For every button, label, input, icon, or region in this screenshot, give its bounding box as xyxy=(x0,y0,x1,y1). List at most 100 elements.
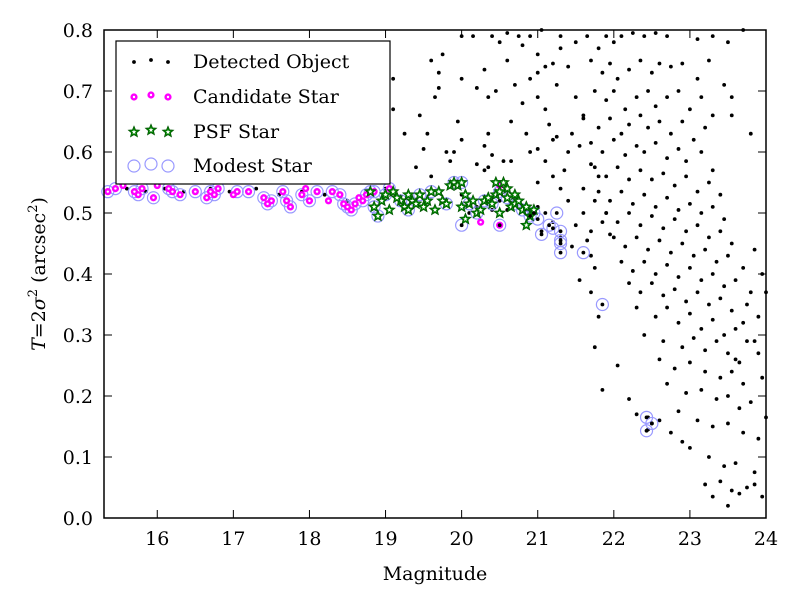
data-point-detected-object xyxy=(627,281,631,286)
data-point-detected-object xyxy=(604,34,609,38)
data-point-detected-object xyxy=(619,34,624,38)
data-point-detected-object xyxy=(322,192,327,197)
data-point-detected-object xyxy=(623,153,628,157)
data-point-detected-object xyxy=(535,147,540,151)
data-point-candidate-star-center xyxy=(137,193,140,196)
data-point-detected-object xyxy=(718,479,723,484)
y-tick-label: 0.5 xyxy=(63,203,93,225)
y-tick-label: 0.7 xyxy=(63,81,93,103)
data-point-detected-object xyxy=(726,351,730,356)
series-detected-object-overlay xyxy=(459,211,654,433)
data-point-detected-object xyxy=(562,168,567,173)
data-point-detected-object xyxy=(733,278,738,282)
data-point-detected-object xyxy=(710,494,715,499)
data-point-detected-object xyxy=(726,503,730,508)
data-point-psf-star-center xyxy=(524,204,529,209)
legend-marker-symbol xyxy=(149,58,153,62)
data-point-detected-object xyxy=(722,217,727,222)
x-tick-label: 24 xyxy=(754,528,778,550)
y-tick-label: 0.3 xyxy=(63,325,93,347)
data-point-detected-object xyxy=(391,107,396,112)
data-point-detected-object xyxy=(505,58,510,63)
data-point-detected-object xyxy=(699,327,704,331)
data-point-candidate-star-center xyxy=(247,190,250,193)
data-point-psf-star-center xyxy=(390,189,396,194)
data-point-detected-object xyxy=(756,436,761,441)
data-point-detected-object xyxy=(486,165,491,170)
data-point-candidate-star-center xyxy=(262,196,265,199)
legend-marker-symbol-center xyxy=(132,95,136,99)
data-point-detected-object xyxy=(634,144,639,148)
data-point-modest-star xyxy=(553,246,568,260)
data-point-psf-star-center xyxy=(485,195,491,200)
data-point-detected-object xyxy=(653,104,658,109)
data-point-detected-object xyxy=(486,131,491,136)
data-point-detected-object xyxy=(615,363,620,368)
data-point-detected-object xyxy=(745,339,749,343)
legend: Detected Object Candidate Star PSF Star … xyxy=(115,40,391,185)
x-tick-label: 16 xyxy=(145,528,169,550)
data-point-detected-object xyxy=(528,34,533,38)
data-point-detected-object xyxy=(615,76,620,81)
data-point-detected-object xyxy=(596,174,601,179)
x-tick-label: 22 xyxy=(602,528,626,550)
data-point-detected-object xyxy=(391,76,396,81)
data-point-modest-star xyxy=(639,424,654,438)
data-point-candidate-star-center xyxy=(270,199,273,202)
data-point-detected-object xyxy=(402,131,407,136)
data-point-candidate-star-center xyxy=(121,184,125,187)
data-point-detected-object xyxy=(726,40,730,45)
data-point-detected-object xyxy=(528,150,533,154)
data-point-detected-object xyxy=(429,174,434,179)
data-point-detected-object xyxy=(688,311,692,316)
x-axis-label: Magnitude xyxy=(383,563,488,585)
data-point-detected-object xyxy=(627,67,631,72)
data-point-detected-object xyxy=(577,278,582,282)
x-axis-ticks: 16 17 18 19 20 21 22 23 24 xyxy=(145,30,778,550)
data-point-detected-object xyxy=(646,89,650,93)
data-point-detected-object xyxy=(627,397,631,401)
x-tick-label: 17 xyxy=(221,528,245,550)
data-point-detected-object xyxy=(581,211,586,215)
data-point-detected-object xyxy=(699,95,704,99)
data-point-detected-object xyxy=(672,366,677,371)
data-point-detected-object xyxy=(699,211,704,215)
data-point-psf-star-center xyxy=(497,189,502,194)
data-point-candidate-star-center xyxy=(285,199,288,202)
data-point-psf-star-center xyxy=(459,204,464,209)
data-point-detected-object xyxy=(691,253,696,258)
data-point-psf-star-center xyxy=(394,195,400,200)
legend-marker-candidate-star xyxy=(130,91,172,101)
data-point-detected-object xyxy=(665,381,669,386)
data-point-detected-object xyxy=(585,238,590,243)
data-point-detected-object xyxy=(592,345,597,350)
data-point-detected-object xyxy=(589,290,593,295)
data-point-detected-object xyxy=(718,229,723,234)
data-point-detected-object xyxy=(691,137,696,142)
data-point-psf-star-center xyxy=(425,198,430,203)
data-point-detected-object xyxy=(551,174,555,179)
data-point-psf-star-center xyxy=(493,180,499,185)
data-point-detected-object xyxy=(501,159,506,164)
data-point-detected-object xyxy=(630,269,635,273)
data-point-detected-object xyxy=(722,83,727,87)
data-point-detected-object xyxy=(756,351,761,356)
data-point-detected-object xyxy=(254,186,259,191)
legend-marker-symbol-center xyxy=(166,95,170,99)
data-point-detected-object xyxy=(642,192,647,197)
data-point-detected-object xyxy=(729,488,734,493)
data-point-detected-object xyxy=(748,290,753,295)
data-point-detected-object xyxy=(528,76,533,81)
data-point-detected-object xyxy=(551,137,555,142)
data-point-detected-object xyxy=(642,333,647,337)
data-point-detected-object xyxy=(558,241,563,246)
x-tick-label: 21 xyxy=(526,528,550,550)
data-point-detected-object xyxy=(528,214,533,218)
data-point-detected-object xyxy=(661,226,666,231)
data-point-detected-object xyxy=(649,214,654,218)
data-point-detected-object xyxy=(665,156,669,161)
data-point-detected-object xyxy=(729,113,734,118)
data-point-candidate-star-center xyxy=(213,193,216,196)
data-point-modest-star xyxy=(302,194,317,208)
data-point-detected-object xyxy=(745,485,749,490)
